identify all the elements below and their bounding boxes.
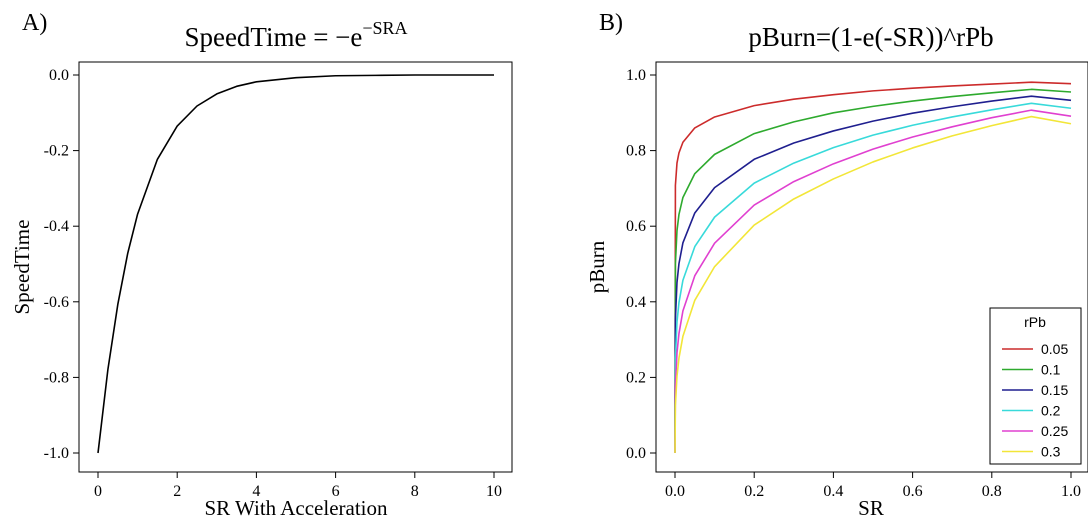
panel-a-plot-frame bbox=[78, 61, 513, 473]
panel-b-plot-frame bbox=[655, 61, 1088, 473]
series-line-0.3 bbox=[674, 115, 1072, 454]
y-tick-label: 0.0 bbox=[49, 67, 69, 84]
panel-b-series bbox=[674, 81, 1072, 454]
x-tick-label: 0.2 bbox=[744, 483, 764, 500]
x-tick-label: 10 bbox=[486, 483, 502, 500]
y-tick-label: -0.2 bbox=[44, 143, 69, 160]
legend-label: 0.1 bbox=[1041, 362, 1061, 378]
y-tick-label: -1.0 bbox=[44, 445, 69, 462]
panel-a-y-label: SpeedTime bbox=[10, 220, 34, 315]
y-tick-label: -0.6 bbox=[44, 294, 69, 311]
y-tick-label: -0.4 bbox=[44, 218, 69, 235]
legend-label: 0.05 bbox=[1041, 341, 1068, 357]
series-line-0.25 bbox=[674, 109, 1072, 454]
x-tick-label: 0 bbox=[94, 483, 102, 500]
legend-label: 0.25 bbox=[1041, 423, 1068, 439]
panel-a-title-main: SpeedTime = −e bbox=[184, 22, 362, 52]
panel-a-title: SpeedTime = −e−SRA bbox=[184, 18, 407, 52]
x-tick-label: 0.0 bbox=[665, 483, 685, 500]
panel-b-title: pBurn=(1-e(-SR))^rPb bbox=[748, 22, 993, 52]
y-tick-label: -0.8 bbox=[44, 369, 69, 386]
panel-a: A) SpeedTime = −e−SRA 0 2 4 6 8 10 -1.0 -0.8 -0… bbox=[10, 10, 513, 520]
y-tick-label: 0.0 bbox=[626, 445, 646, 462]
x-tick-label: 8 bbox=[411, 483, 419, 500]
x-tick-label: 6 bbox=[332, 483, 340, 500]
x-tick-label: 0.6 bbox=[903, 483, 923, 500]
x-tick-label: 2 bbox=[173, 483, 181, 500]
series-line-0.2 bbox=[674, 102, 1072, 454]
x-tick-label: 0.4 bbox=[823, 483, 843, 500]
series-line-0.1 bbox=[674, 88, 1072, 454]
panel-a-x-label: SR With Acceleration bbox=[204, 496, 388, 520]
legend-items: 0.05 0.1 0.15 0.2 0.25 0.3 bbox=[1002, 341, 1068, 460]
legend-label: 0.2 bbox=[1041, 403, 1061, 419]
panel-b-y-label: pBurn bbox=[585, 240, 609, 293]
panel-b-x-label: SR bbox=[858, 496, 884, 520]
series-line-0.15 bbox=[674, 95, 1072, 454]
x-tick-label: 4 bbox=[252, 483, 260, 500]
panel-b-letter: B) bbox=[599, 10, 623, 36]
series-line bbox=[97, 74, 494, 454]
legend-label: 0.3 bbox=[1041, 444, 1061, 460]
x-tick-label: 1.0 bbox=[1061, 483, 1081, 500]
panel-a-x-axis: 0 2 4 6 8 10 bbox=[94, 472, 502, 500]
y-tick-label: 0.4 bbox=[626, 294, 646, 311]
legend: rPb 0.05 0.1 0.15 0.2 0.25 0.3 bbox=[989, 307, 1082, 465]
panel-a-y-axis: -1.0 -0.8 -0.6 -0.4 -0.2 0.0 bbox=[44, 67, 79, 462]
series-line-0.05 bbox=[674, 81, 1072, 454]
panel-b-x-axis: 0.0 0.2 0.4 0.6 0.8 1.0 bbox=[665, 472, 1081, 500]
panel-a-letter: A) bbox=[22, 10, 47, 36]
x-tick-label: 0.8 bbox=[982, 483, 1002, 500]
panel-a-title-superscript: −SRA bbox=[362, 18, 407, 38]
panel-a-series bbox=[97, 74, 494, 454]
panel-b-y-axis: 0.0 0.2 0.4 0.6 0.8 1.0 bbox=[626, 67, 656, 462]
y-tick-label: 0.8 bbox=[626, 143, 646, 160]
y-tick-label: 0.6 bbox=[626, 218, 646, 235]
y-tick-label: 0.2 bbox=[626, 369, 646, 386]
legend-label: 0.15 bbox=[1041, 382, 1068, 398]
y-tick-label: 1.0 bbox=[626, 67, 646, 84]
legend-title: rPb bbox=[1024, 314, 1046, 330]
legend-box bbox=[989, 307, 1082, 465]
panel-b: B) pBurn=(1-e(-SR))^rPb 0.0 0.2 0.4 0.6 0.8 1… bbox=[585, 10, 1088, 520]
